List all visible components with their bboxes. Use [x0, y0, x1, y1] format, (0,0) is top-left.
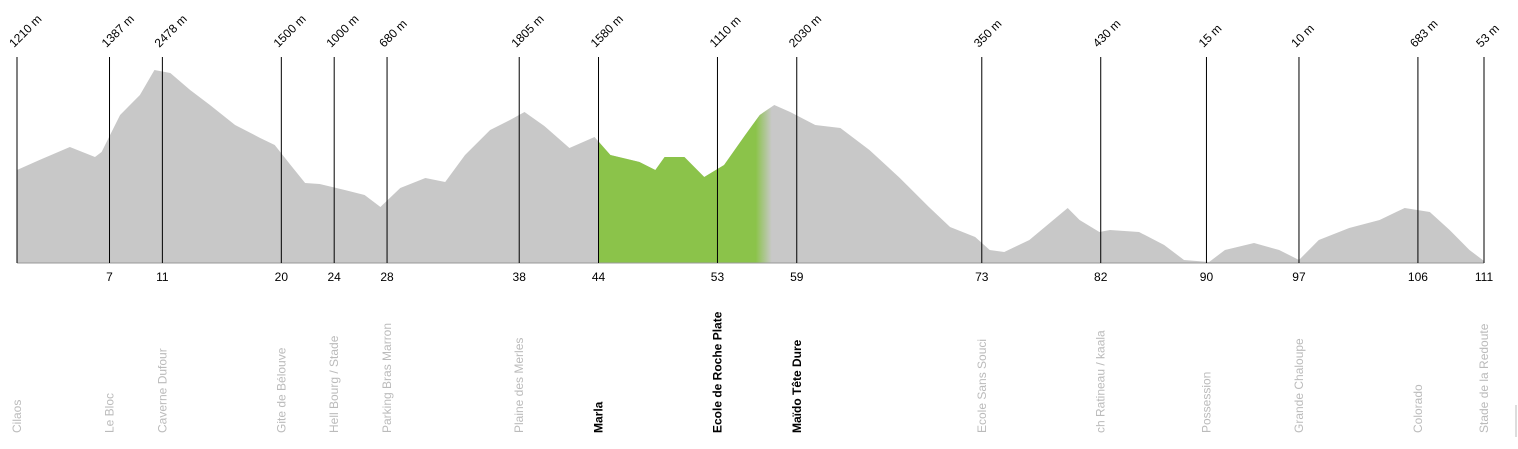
- x-tick-label: 97: [1292, 270, 1306, 284]
- x-tick-label: 59: [790, 270, 804, 284]
- checkpoint-name: ch Ratineau / kaala: [1094, 330, 1108, 433]
- x-tick-label: 90: [1200, 270, 1214, 284]
- x-tick-label: 7: [106, 270, 113, 284]
- elevation-label: 2478 m: [152, 12, 190, 50]
- checkpoint-name: Ecole Sans Souci: [975, 339, 989, 433]
- x-tick-label: 44: [592, 270, 606, 284]
- checkpoint-name: Stade de la Redoute: [1477, 323, 1491, 433]
- checkpoint-name: Grande Chaloupe: [1292, 338, 1306, 433]
- elevation-label: 1000 m: [323, 12, 361, 50]
- x-tick-label: 11: [156, 270, 169, 284]
- checkpoint-name: Colorado: [1411, 384, 1425, 433]
- x-tick-label: 20: [275, 270, 289, 284]
- elevation-label: 2030 m: [786, 12, 824, 50]
- elevation-label: 350 m: [971, 17, 1004, 50]
- checkpoint-name: Possession: [1199, 372, 1213, 433]
- x-tick-label: 53: [711, 270, 725, 284]
- checkpoint-name: Maïdo Tête Dure: [790, 339, 804, 433]
- elevation-label: 53 m: [1473, 21, 1502, 50]
- checkpoint-name: Gite de Bélouve: [274, 347, 288, 433]
- x-tick-label: 73: [975, 270, 989, 284]
- elevation-label: 1210 m: [6, 12, 44, 50]
- checkpoint-name: Le Bloc: [103, 393, 117, 433]
- checkpoint-name: Parking Bras Marron: [380, 323, 394, 433]
- elevation-label: 1500 m: [271, 12, 309, 50]
- elevation-label: 1387 m: [99, 12, 137, 50]
- checkpoint-name: Caverne Dufour: [155, 348, 169, 433]
- x-tick-label: 111: [1475, 270, 1494, 284]
- checkpoint-name: Hell Bourg / Stade: [327, 335, 341, 433]
- x-tick-label: 38: [513, 270, 527, 284]
- checkpoint-name: Cilaos: [10, 400, 24, 433]
- elevation-label: 15 m: [1196, 21, 1225, 50]
- x-tick-label: 28: [380, 270, 394, 284]
- elevation-label: 1110 m: [707, 13, 744, 50]
- highlight-area: [598, 106, 772, 263]
- x-tick-label: 24: [328, 270, 342, 284]
- elevation-label: 680 m: [376, 17, 409, 50]
- checkpoint-name: Marla: [592, 401, 606, 433]
- elevation-label: 10 m: [1288, 21, 1317, 50]
- elevation-label: 430 m: [1090, 17, 1123, 50]
- checkpoint-name: Plaine des Merles: [512, 338, 526, 433]
- x-tick-label: 82: [1094, 270, 1108, 284]
- x-tick-label: 106: [1408, 270, 1428, 284]
- checkpoint-name: Ecole de Roche Plate: [710, 311, 724, 433]
- elevation-label: 1805 m: [508, 12, 546, 50]
- elevation-label: 683 m: [1407, 17, 1440, 50]
- elevation-label: 1580 m: [588, 12, 626, 50]
